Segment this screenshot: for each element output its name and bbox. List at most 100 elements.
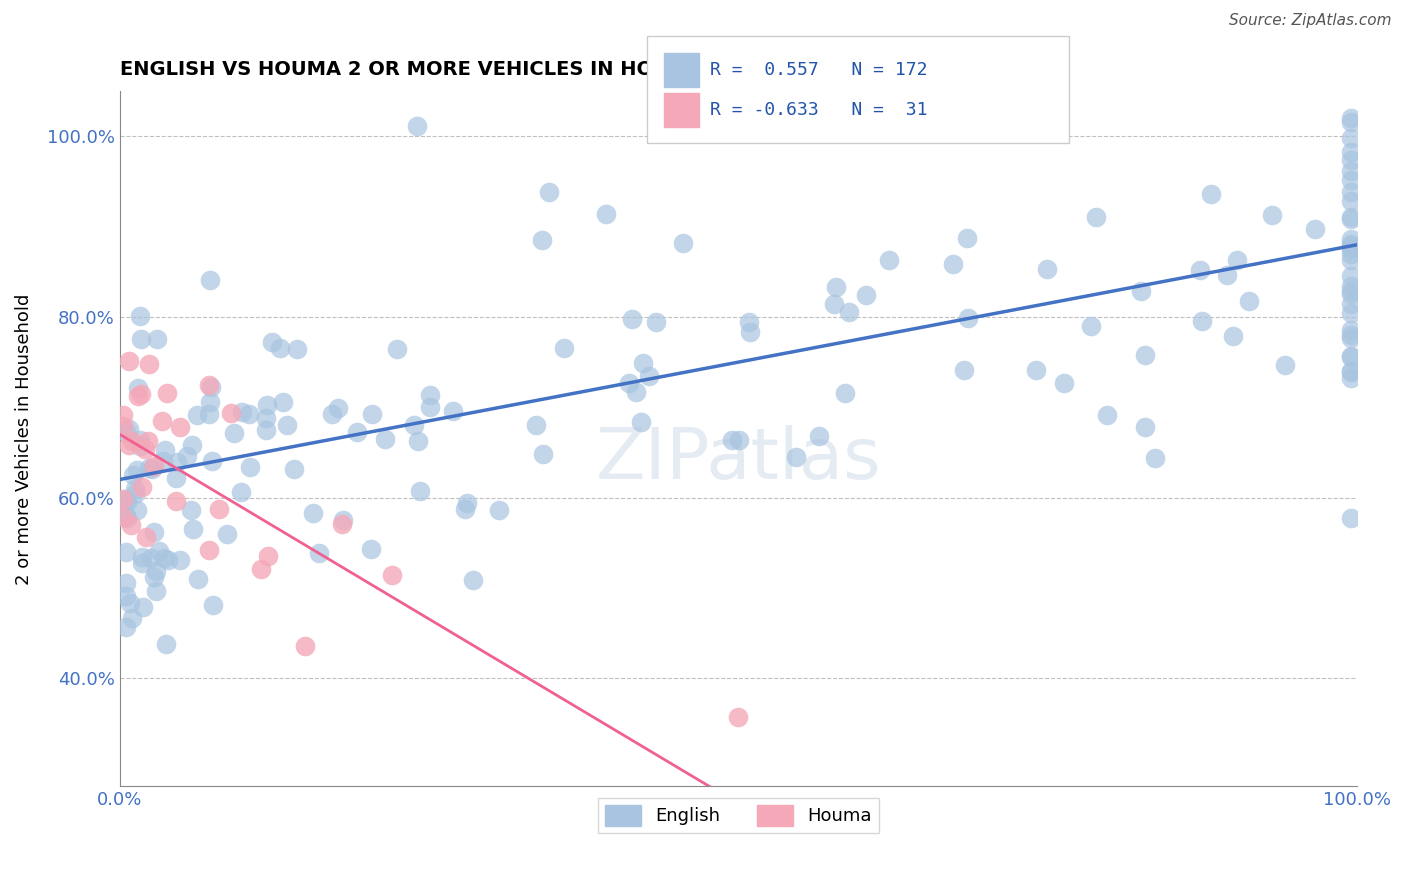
Point [321, 407, 343, 421]
Point [145, 584, 167, 599]
Point [785, 450, 807, 465]
Point [118, 354, 141, 368]
Point [825, 280, 848, 294]
Point [1340, 371, 1362, 385]
Point [165, 471, 187, 485]
Point [301, 507, 323, 521]
Point [308, 546, 330, 560]
Point [145, 564, 167, 578]
Point [121, 611, 143, 625]
Point [115, 492, 138, 507]
Point [1340, 211, 1362, 225]
Point [638, 368, 661, 383]
Point [834, 386, 856, 401]
Point [1085, 210, 1108, 224]
Point [1340, 284, 1362, 298]
Point [1340, 351, 1362, 365]
Point [531, 447, 554, 461]
Point [419, 401, 441, 415]
Point [239, 460, 262, 475]
Point [219, 406, 242, 420]
Point [877, 253, 900, 268]
Point [120, 518, 142, 533]
Point [186, 408, 208, 422]
Point [125, 503, 148, 517]
Point [238, 407, 260, 421]
Point [181, 438, 204, 452]
Point [118, 596, 141, 610]
Point [131, 332, 153, 346]
Point [1025, 363, 1047, 377]
Point [1340, 364, 1362, 378]
Point [1340, 252, 1362, 267]
Point [121, 467, 143, 482]
Point [346, 425, 368, 439]
Point [231, 484, 253, 499]
Point [257, 549, 280, 563]
Point [1340, 185, 1362, 199]
Point [387, 342, 409, 356]
Point [139, 550, 162, 565]
Point [148, 544, 170, 558]
Point [1080, 318, 1102, 333]
Point [1340, 239, 1362, 253]
Point [1199, 187, 1222, 202]
Point [118, 438, 141, 452]
Point [1340, 173, 1362, 187]
Point [409, 484, 432, 499]
Point [1340, 237, 1362, 252]
Point [187, 572, 209, 586]
Point [124, 486, 146, 500]
Point [524, 417, 547, 432]
Point [117, 495, 139, 509]
Point [807, 429, 830, 443]
Point [956, 310, 979, 325]
Point [1340, 131, 1362, 145]
Point [155, 637, 177, 651]
Point [1095, 408, 1118, 422]
Point [855, 288, 877, 302]
Point [138, 434, 160, 449]
Point [1340, 112, 1362, 126]
Legend: English, Houma: English, Houma [598, 797, 879, 833]
Point [738, 315, 761, 329]
Point [404, 417, 426, 432]
Point [624, 385, 647, 400]
Point [1340, 287, 1362, 301]
Text: R = -0.633   N =  31: R = -0.633 N = 31 [710, 101, 928, 119]
Point [112, 409, 135, 423]
Point [183, 522, 205, 536]
Point [125, 463, 148, 477]
Point [276, 418, 298, 433]
Point [1340, 350, 1362, 364]
Text: ZIPatlas: ZIPatlas [596, 425, 882, 494]
Point [121, 434, 143, 448]
Point [129, 434, 152, 448]
Point [285, 342, 308, 356]
Point [672, 236, 695, 251]
Point [222, 425, 245, 440]
Point [461, 573, 484, 587]
Point [728, 433, 751, 447]
Point [254, 410, 277, 425]
Point [124, 482, 146, 496]
Point [112, 492, 135, 507]
Point [138, 461, 160, 475]
Point [645, 314, 668, 328]
Point [115, 544, 138, 558]
Point [553, 341, 575, 355]
Point [942, 257, 965, 271]
Point [952, 362, 974, 376]
Point [117, 510, 139, 524]
Point [169, 419, 191, 434]
Point [169, 553, 191, 567]
Point [112, 509, 135, 524]
Point [254, 423, 277, 437]
Text: Source: ZipAtlas.com: Source: ZipAtlas.com [1229, 13, 1392, 29]
Point [738, 325, 761, 339]
Point [1340, 365, 1362, 379]
Point [595, 206, 617, 220]
Point [1191, 313, 1213, 327]
Point [381, 568, 404, 582]
Point [208, 502, 231, 516]
